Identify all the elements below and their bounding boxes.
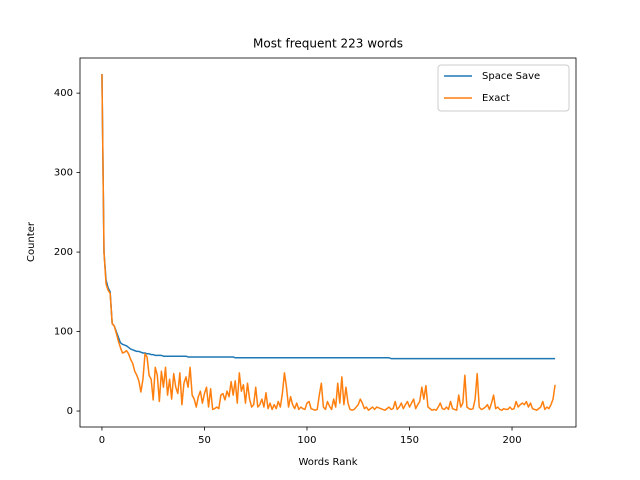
y-tick-label: 300 <box>54 168 73 179</box>
y-axis-label: Counter <box>26 221 37 262</box>
legend-label: Space Save <box>482 71 540 82</box>
y-tick-label: 100 <box>54 327 73 338</box>
y-tick-label: 200 <box>54 247 73 258</box>
x-tick-label: 100 <box>297 435 316 446</box>
x-axis-label: Words Rank <box>298 457 357 468</box>
y-tick-label: 400 <box>54 88 73 99</box>
x-tick-label: 0 <box>99 435 105 446</box>
legend-label: Exact <box>482 93 510 104</box>
y-tick-label: 0 <box>67 406 73 417</box>
chart-title: Most frequent 223 words <box>253 37 403 51</box>
x-tick-label: 150 <box>400 435 419 446</box>
data-line <box>101 74 556 360</box>
x-tick-label: 50 <box>198 435 211 446</box>
plot-frame <box>79 57 577 428</box>
x-tick-label: 200 <box>502 435 521 446</box>
data-line <box>101 74 556 411</box>
